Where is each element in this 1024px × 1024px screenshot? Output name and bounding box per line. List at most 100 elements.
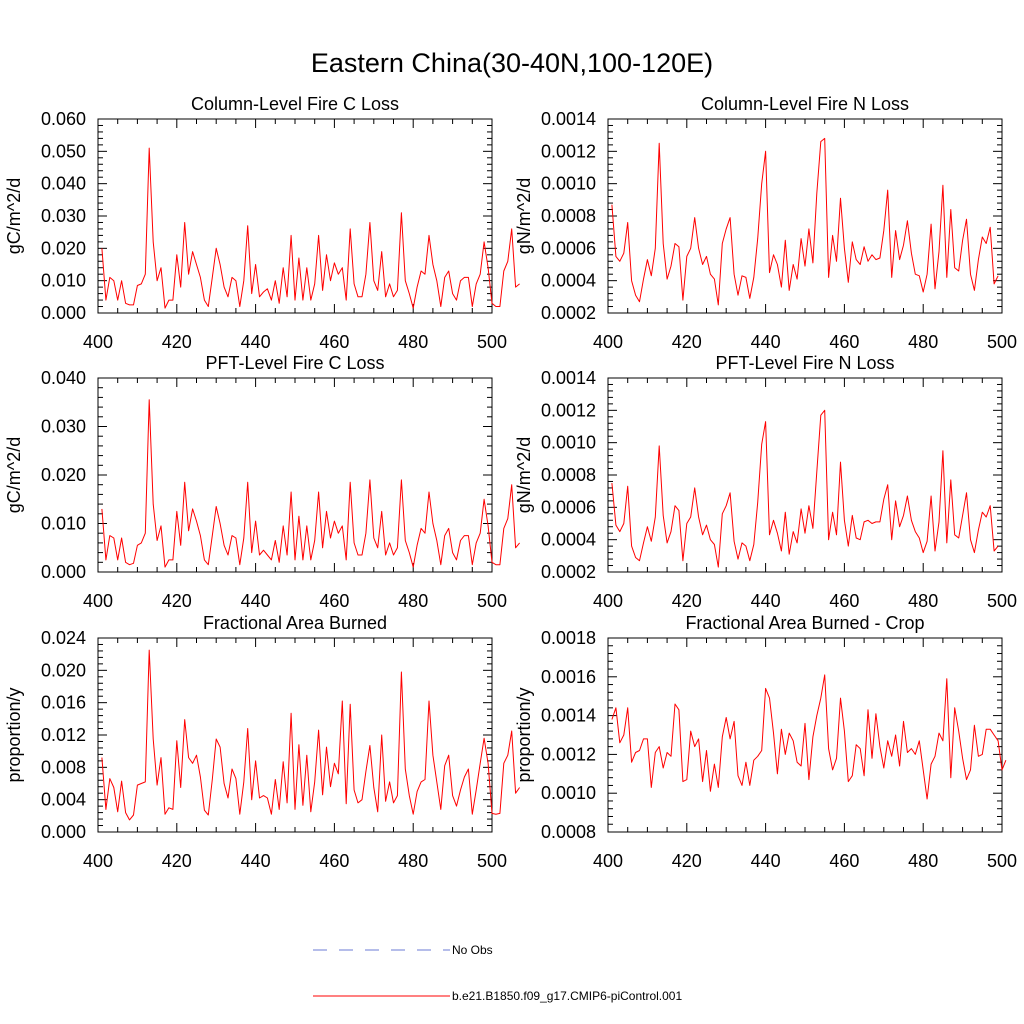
x-tick-label: 480 xyxy=(908,591,938,611)
y-tick-label: 0.040 xyxy=(41,368,86,388)
y-tick-label: 0.0010 xyxy=(541,783,596,803)
x-tick-label: 440 xyxy=(241,591,271,611)
y-tick-label: 0.0004 xyxy=(541,530,596,550)
y-tick-label: 0.012 xyxy=(41,725,86,745)
y-tick-label: 0.0008 xyxy=(541,822,596,842)
legend: No Obs b.e21.B1850.f09_g17.CMIP6-piContr… xyxy=(313,943,682,1003)
legend-model-label: b.e21.B1850.f09_g17.CMIP6-piControl.001 xyxy=(452,989,682,1003)
y-tick-label: 0.020 xyxy=(41,465,86,485)
x-tick-label: 480 xyxy=(908,851,938,871)
y-tick-label: 0.0008 xyxy=(541,465,596,485)
chart-panel-6: Fractional Area Burned - Crop proportion/… xyxy=(514,613,1017,871)
y-tick-label: 0.008 xyxy=(41,757,86,777)
x-tick-label: 500 xyxy=(987,332,1017,352)
x-tick-label: 460 xyxy=(319,591,349,611)
x-tick-label: 400 xyxy=(593,851,623,871)
x-tick-label: 440 xyxy=(241,851,271,871)
y-tick-label: 0.0002 xyxy=(541,303,596,323)
y-tick-label: 0.0010 xyxy=(541,174,596,194)
chart-panel-5: Fractional Area Burned proportion/y 400 420… xyxy=(4,613,521,871)
y-tick-label: 0.000 xyxy=(41,822,86,842)
panel-title: Column-Level Fire N Loss xyxy=(701,94,909,114)
x-tick-label: 420 xyxy=(162,851,192,871)
y-tick-label: 0.0014 xyxy=(541,109,596,129)
y-tick-label: 0.0006 xyxy=(541,238,596,258)
panel-title: Fractional Area Burned xyxy=(203,613,387,633)
series-line xyxy=(101,399,520,568)
y-tick-label: 0.0010 xyxy=(541,433,596,453)
panel-title: Fractional Area Burned - Crop xyxy=(685,613,924,633)
x-tick-label: 400 xyxy=(83,332,113,352)
x-tick-label: 460 xyxy=(829,591,859,611)
x-tick-label: 420 xyxy=(672,851,702,871)
y-tick-label: 0.0012 xyxy=(541,744,596,764)
x-tick-label: 400 xyxy=(83,591,113,611)
series-line xyxy=(611,409,999,568)
series-line xyxy=(611,137,999,306)
plot-frame xyxy=(607,118,1003,314)
y-tick-label: 0.0012 xyxy=(541,141,596,161)
chart-panel-1: Column-Level Fire C Loss gC/m^2/d 400 420 44… xyxy=(4,94,520,352)
y-axis-label: gC/m^2/d xyxy=(4,178,24,254)
y-tick-label: 0.020 xyxy=(41,660,86,680)
panel-title: PFT-Level Fire N Loss xyxy=(715,353,894,373)
panel-title: PFT-Level Fire C Loss xyxy=(205,353,384,373)
series-line xyxy=(101,147,520,309)
x-tick-label: 440 xyxy=(241,332,271,352)
x-tick-label: 400 xyxy=(593,591,623,611)
y-axis-label: gN/m^2/d xyxy=(514,437,534,513)
y-tick-label: 0.0008 xyxy=(541,206,596,226)
y-axis-label: gC/m^2/d xyxy=(4,437,24,513)
y-tick-label: 0.030 xyxy=(41,206,86,226)
x-tick-label: 500 xyxy=(477,332,507,352)
x-tick-label: 400 xyxy=(83,851,113,871)
plot-frame xyxy=(97,118,493,314)
y-tick-label: 0.0018 xyxy=(541,628,596,648)
y-tick-label: 0.010 xyxy=(41,514,86,534)
y-tick-label: 0.050 xyxy=(41,141,86,161)
x-tick-label: 460 xyxy=(319,851,349,871)
x-tick-label: 460 xyxy=(829,332,859,352)
y-tick-label: 0.0012 xyxy=(541,400,596,420)
y-tick-label: 0.060 xyxy=(41,109,86,129)
y-tick-label: 0.004 xyxy=(41,790,86,810)
y-tick-label: 0.0014 xyxy=(541,368,596,388)
x-tick-label: 420 xyxy=(672,332,702,352)
chart-panel-4: PFT-Level Fire N Loss gN/m^2/d 400 420 440 46… xyxy=(514,353,1017,611)
x-tick-label: 420 xyxy=(672,591,702,611)
y-tick-label: 0.000 xyxy=(41,562,86,582)
y-axis-label: gN/m^2/d xyxy=(514,178,534,254)
chart-panel-3: PFT-Level Fire C Loss gC/m^2/d 400 420 440 46… xyxy=(4,353,520,611)
y-tick-label: 0.000 xyxy=(41,303,86,323)
y-tick-label: 0.016 xyxy=(41,693,86,713)
y-tick-label: 0.0006 xyxy=(541,497,596,517)
x-tick-label: 440 xyxy=(751,591,781,611)
x-tick-label: 440 xyxy=(751,851,781,871)
x-tick-label: 500 xyxy=(477,851,507,871)
panel-title: Column-Level Fire C Loss xyxy=(191,94,399,114)
figure-title: Eastern China(30-40N,100-120E) xyxy=(311,48,713,78)
x-tick-label: 500 xyxy=(987,851,1017,871)
x-tick-label: 440 xyxy=(751,332,781,352)
y-tick-label: 0.0002 xyxy=(541,562,596,582)
y-axis-label: proportion/y xyxy=(4,687,24,782)
chart-panels: Column-Level Fire C Loss gC/m^2/d 400 420 44… xyxy=(4,94,1017,871)
x-tick-label: 480 xyxy=(398,591,428,611)
y-tick-label: 0.0016 xyxy=(541,667,596,687)
x-tick-label: 420 xyxy=(162,591,192,611)
y-tick-label: 0.010 xyxy=(41,271,86,291)
y-tick-label: 0.040 xyxy=(41,174,86,194)
x-tick-label: 500 xyxy=(477,591,507,611)
x-tick-label: 400 xyxy=(593,332,623,352)
y-tick-label: 0.030 xyxy=(41,417,86,437)
x-tick-label: 420 xyxy=(162,332,192,352)
y-tick-label: 0.0014 xyxy=(541,706,596,726)
x-tick-label: 480 xyxy=(908,332,938,352)
x-tick-label: 460 xyxy=(829,851,859,871)
series-line xyxy=(611,674,1007,800)
legend-obs-label: No Obs xyxy=(452,943,493,957)
x-tick-label: 460 xyxy=(319,332,349,352)
y-tick-label: 0.020 xyxy=(41,238,86,258)
y-axis-label: proportion/y xyxy=(514,687,534,782)
